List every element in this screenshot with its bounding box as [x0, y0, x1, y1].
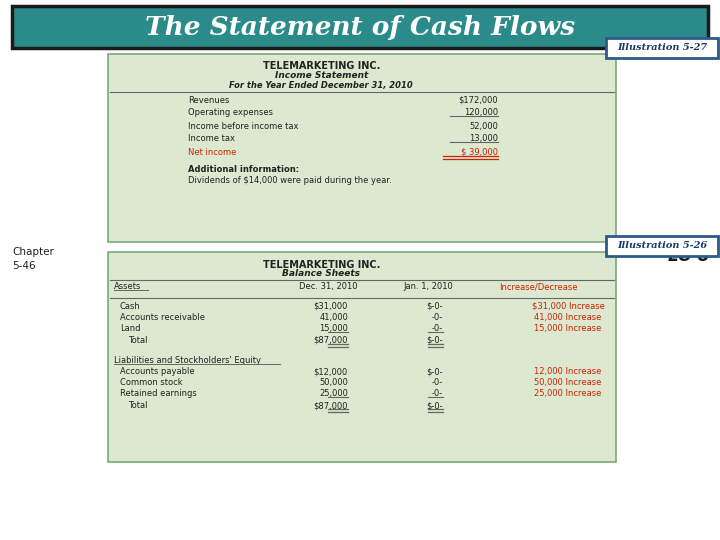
Text: -0-: -0-: [432, 389, 443, 398]
Text: -0-: -0-: [432, 378, 443, 387]
Text: $31,000: $31,000: [314, 302, 348, 311]
Text: Income before income tax: Income before income tax: [188, 122, 299, 131]
FancyBboxPatch shape: [108, 252, 616, 462]
Text: $-0-: $-0-: [426, 336, 443, 345]
Text: -0-: -0-: [432, 324, 443, 333]
Text: 50,000: 50,000: [319, 378, 348, 387]
Text: Increase/Decrease: Increase/Decrease: [499, 282, 577, 291]
Text: Income tax: Income tax: [188, 134, 235, 143]
Text: -0-: -0-: [432, 313, 443, 322]
Text: 12,000 Increase: 12,000 Increase: [534, 367, 602, 376]
Text: Balance Sheets: Balance Sheets: [282, 269, 361, 278]
Text: 25,000 Increase: 25,000 Increase: [534, 389, 602, 398]
Text: Additional information:: Additional information:: [188, 165, 299, 174]
Text: $-0-: $-0-: [426, 302, 443, 311]
FancyBboxPatch shape: [108, 54, 616, 242]
Text: Total: Total: [128, 336, 148, 345]
Text: Illustration 5-27: Illustration 5-27: [617, 44, 707, 52]
Text: $-0-: $-0-: [426, 401, 443, 410]
Text: Illustration 5-26: Illustration 5-26: [617, 241, 707, 251]
Text: Jan. 1, 2010: Jan. 1, 2010: [403, 282, 453, 291]
Text: Retained earnings: Retained earnings: [120, 389, 197, 398]
Text: Operating expenses: Operating expenses: [188, 108, 273, 117]
Text: LO 8: LO 8: [668, 247, 710, 265]
FancyBboxPatch shape: [606, 236, 718, 256]
Text: $87,000: $87,000: [313, 336, 348, 345]
Text: $ 39,000: $ 39,000: [461, 148, 498, 157]
FancyBboxPatch shape: [606, 38, 718, 58]
Text: Accounts payable: Accounts payable: [120, 367, 194, 376]
FancyBboxPatch shape: [12, 6, 708, 48]
Text: $172,000: $172,000: [459, 96, 498, 105]
Text: Chapter
5-46: Chapter 5-46: [12, 247, 54, 271]
Text: 120,000: 120,000: [464, 108, 498, 117]
Text: $-0-: $-0-: [426, 367, 443, 376]
Text: TELEMARKETING INC.: TELEMARKETING INC.: [263, 260, 380, 270]
Text: Dec. 31, 2010: Dec. 31, 2010: [299, 282, 357, 291]
Text: $87,000: $87,000: [313, 401, 348, 410]
Text: $12,000: $12,000: [314, 367, 348, 376]
Text: Assets: Assets: [114, 282, 141, 291]
Text: 15,000: 15,000: [319, 324, 348, 333]
Text: Common stock: Common stock: [120, 378, 183, 387]
Text: The Statement of Cash Flows: The Statement of Cash Flows: [145, 15, 575, 39]
Text: For the Year Ended December 31, 2010: For the Year Ended December 31, 2010: [230, 81, 413, 90]
Text: Net income: Net income: [188, 148, 236, 157]
Text: 41,000 Increase: 41,000 Increase: [534, 313, 602, 322]
Text: $31,000 Increase: $31,000 Increase: [531, 302, 604, 311]
Text: 52,000: 52,000: [469, 122, 498, 131]
Text: 41,000: 41,000: [319, 313, 348, 322]
Text: Land: Land: [120, 324, 140, 333]
Text: Dividends of $14,000 were paid during the year.: Dividends of $14,000 were paid during th…: [188, 176, 392, 185]
Text: TELEMARKETING INC.: TELEMARKETING INC.: [263, 61, 380, 71]
Text: Total: Total: [128, 401, 148, 410]
Text: Income Statement: Income Statement: [275, 71, 368, 80]
Text: Liabilities and Stockholders' Equity: Liabilities and Stockholders' Equity: [114, 356, 261, 365]
Text: 15,000 Increase: 15,000 Increase: [534, 324, 602, 333]
Text: 50,000 Increase: 50,000 Increase: [534, 378, 602, 387]
Text: Revenues: Revenues: [188, 96, 230, 105]
Text: 25,000: 25,000: [319, 389, 348, 398]
Text: Cash: Cash: [120, 302, 140, 311]
Text: Accounts receivable: Accounts receivable: [120, 313, 205, 322]
Text: 13,000: 13,000: [469, 134, 498, 143]
